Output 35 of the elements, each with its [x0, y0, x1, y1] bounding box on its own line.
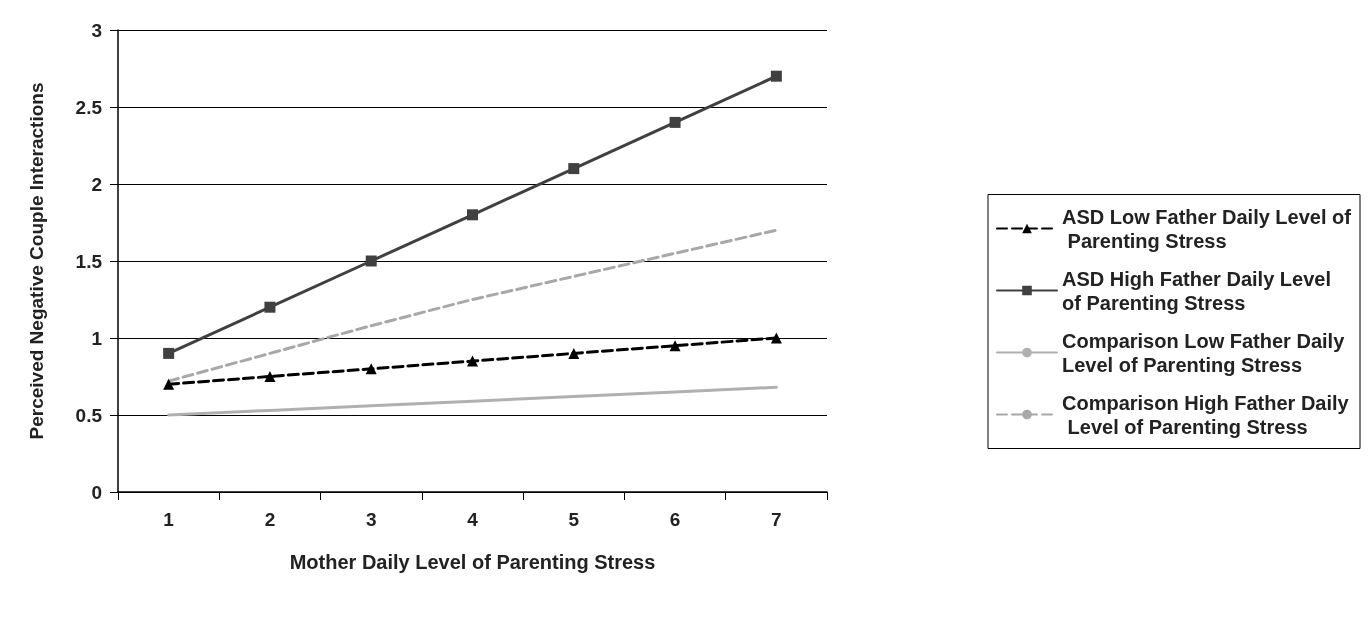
x-tick-label: 4 — [467, 509, 479, 530]
y-tick-label: 3 — [91, 19, 102, 41]
x-tick-label: 7 — [771, 509, 782, 530]
legend-label: Comparison High Father Daily Level of Parenting Stress — [1062, 391, 1350, 438]
point — [770, 70, 782, 82]
y-tick-label: 2.5 — [75, 96, 103, 118]
point — [163, 347, 175, 359]
y-tick-label: 0.5 — [75, 404, 103, 426]
point — [264, 301, 276, 313]
point — [467, 355, 478, 367]
point — [669, 116, 681, 128]
y-tick-label: 0 — [91, 481, 102, 503]
legend-label: Comparison Low Father Daily Level of Parenting Stress — [1062, 329, 1350, 376]
x-tick-label: 1 — [163, 509, 175, 530]
point — [163, 378, 175, 390]
x-tick-label: 3 — [365, 509, 377, 530]
x-tick-label: 2 — [264, 509, 276, 530]
point — [669, 340, 681, 352]
x-tick-label: 5 — [568, 509, 580, 530]
point — [365, 363, 377, 375]
legend-label: ASD High Father Daily Level of Parenting Stress — [1062, 267, 1337, 314]
y-tick-label: 2 — [91, 173, 102, 195]
y-axis-title: Perceived Negative Couple Interactions — [26, 82, 47, 440]
legend-label: ASD Low Father Daily Level of Parenting Stress — [1062, 205, 1352, 252]
point — [568, 163, 580, 175]
x-tick-label: 6 — [669, 509, 681, 530]
y-tick-label: 1 — [91, 327, 103, 349]
line-series — [167, 385, 778, 417]
x-axis-title: Mother Daily Level of Parenting Stress — [289, 551, 656, 573]
point — [264, 371, 276, 382]
point — [365, 255, 377, 267]
y-tick-label: 1.5 — [75, 250, 103, 272]
point — [770, 332, 782, 344]
point — [568, 347, 580, 359]
point — [467, 209, 478, 221]
